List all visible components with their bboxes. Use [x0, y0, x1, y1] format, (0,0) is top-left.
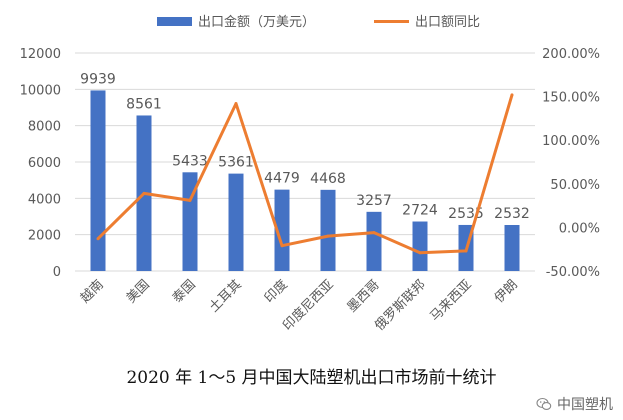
line-point — [510, 93, 514, 97]
right-y-tick-label: 200.00% — [542, 47, 600, 62]
legend: 出口金额（万美元） 出口额同比 — [157, 14, 480, 30]
x-tick-label: 俄罗斯联邦 — [372, 277, 429, 334]
watermark: 中国塑机 — [536, 394, 613, 414]
right-y-tick-label: 0.00% — [559, 221, 600, 236]
x-tick-label: 土耳其 — [207, 277, 245, 315]
line-series — [96, 93, 514, 255]
bar — [320, 189, 336, 271]
left-y-tick-label: 2000 — [28, 229, 61, 244]
left-y-tick-label: 4000 — [28, 192, 61, 207]
bar-data-label: 4479 — [264, 171, 300, 187]
x-tick-label: 越南 — [77, 277, 107, 307]
bar-series — [90, 90, 520, 272]
watermark-text: 中国塑机 — [557, 397, 613, 413]
left-y-tick-label: 6000 — [28, 156, 61, 171]
left-y-tick-label: 12000 — [20, 47, 61, 62]
bar — [228, 173, 244, 271]
bar-data-label: 3257 — [356, 193, 392, 209]
bar-data-label: 2724 — [402, 203, 438, 219]
line-point — [96, 237, 100, 241]
right-y-tick-label: -50.00% — [546, 265, 600, 280]
line-series-path — [96, 94, 514, 255]
gridlines — [75, 52, 535, 272]
chart-caption: 2020 年 1～5 月中国大陆塑机出口市场前十统计 — [126, 368, 497, 388]
right-y-tick-label: 50.00% — [550, 178, 600, 193]
x-tick-label: 墨西哥 — [345, 277, 383, 315]
line-point — [280, 244, 284, 248]
legend-label-bar: 出口金额（万美元） — [198, 14, 315, 30]
legend-label-line: 出口额同比 — [415, 15, 480, 30]
line-point — [418, 251, 422, 255]
bar-data-label: 9939 — [80, 71, 116, 87]
left-y-axis: 0 2000 4000 6000 8000 10000 12000 — [20, 47, 61, 280]
x-tick-label: 泰国 — [170, 277, 199, 306]
bar — [90, 90, 106, 271]
bar-data-label: 8561 — [126, 96, 162, 112]
line-point — [142, 191, 146, 195]
bar-data-label: 5361 — [218, 155, 254, 171]
bar — [182, 172, 198, 271]
x-tick-label: 马来西亚 — [427, 277, 474, 324]
bar-data-label: 5433 — [172, 153, 208, 169]
legend-swatch-bar — [157, 17, 192, 26]
wechat-icon — [536, 397, 552, 410]
x-tick-label: 印度尼西亚 — [280, 277, 337, 334]
line-point — [464, 249, 468, 253]
right-y-axis: -50.00% 0.00% 50.00% 100.00% 150.00% 200.00% — [542, 47, 600, 280]
left-y-tick-label: 8000 — [28, 120, 61, 135]
line-point — [326, 234, 330, 238]
line-point — [188, 198, 192, 202]
bar — [274, 189, 290, 271]
left-y-tick-label: 0 — [53, 265, 61, 280]
right-y-tick-label: 100.00% — [542, 134, 600, 149]
left-y-tick-label: 10000 — [20, 83, 61, 98]
x-tick-label: 印度 — [261, 277, 291, 307]
right-y-tick-label: 150.00% — [542, 91, 600, 106]
line-point — [372, 231, 376, 235]
x-tick-label: 美国 — [124, 277, 153, 306]
bar — [412, 221, 428, 271]
bar — [366, 211, 382, 271]
bar — [504, 225, 520, 271]
bar-data-label: 2532 — [494, 206, 530, 222]
line-point — [234, 102, 238, 106]
bar-data-label: 4468 — [310, 171, 346, 187]
x-tick-label: 伊朗 — [492, 277, 521, 306]
